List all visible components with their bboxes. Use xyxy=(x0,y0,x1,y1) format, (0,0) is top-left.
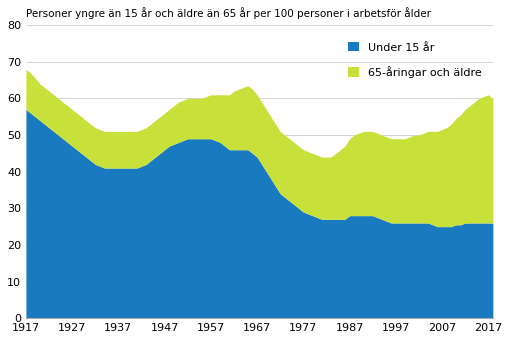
Text: Personer yngre än 15 år och äldre än 65 år per 100 personer i arbetsför ålder: Personer yngre än 15 år och äldre än 65 … xyxy=(26,7,430,19)
Legend: Under 15 år, 65-åringar och äldre: Under 15 år, 65-åringar och äldre xyxy=(342,37,486,83)
